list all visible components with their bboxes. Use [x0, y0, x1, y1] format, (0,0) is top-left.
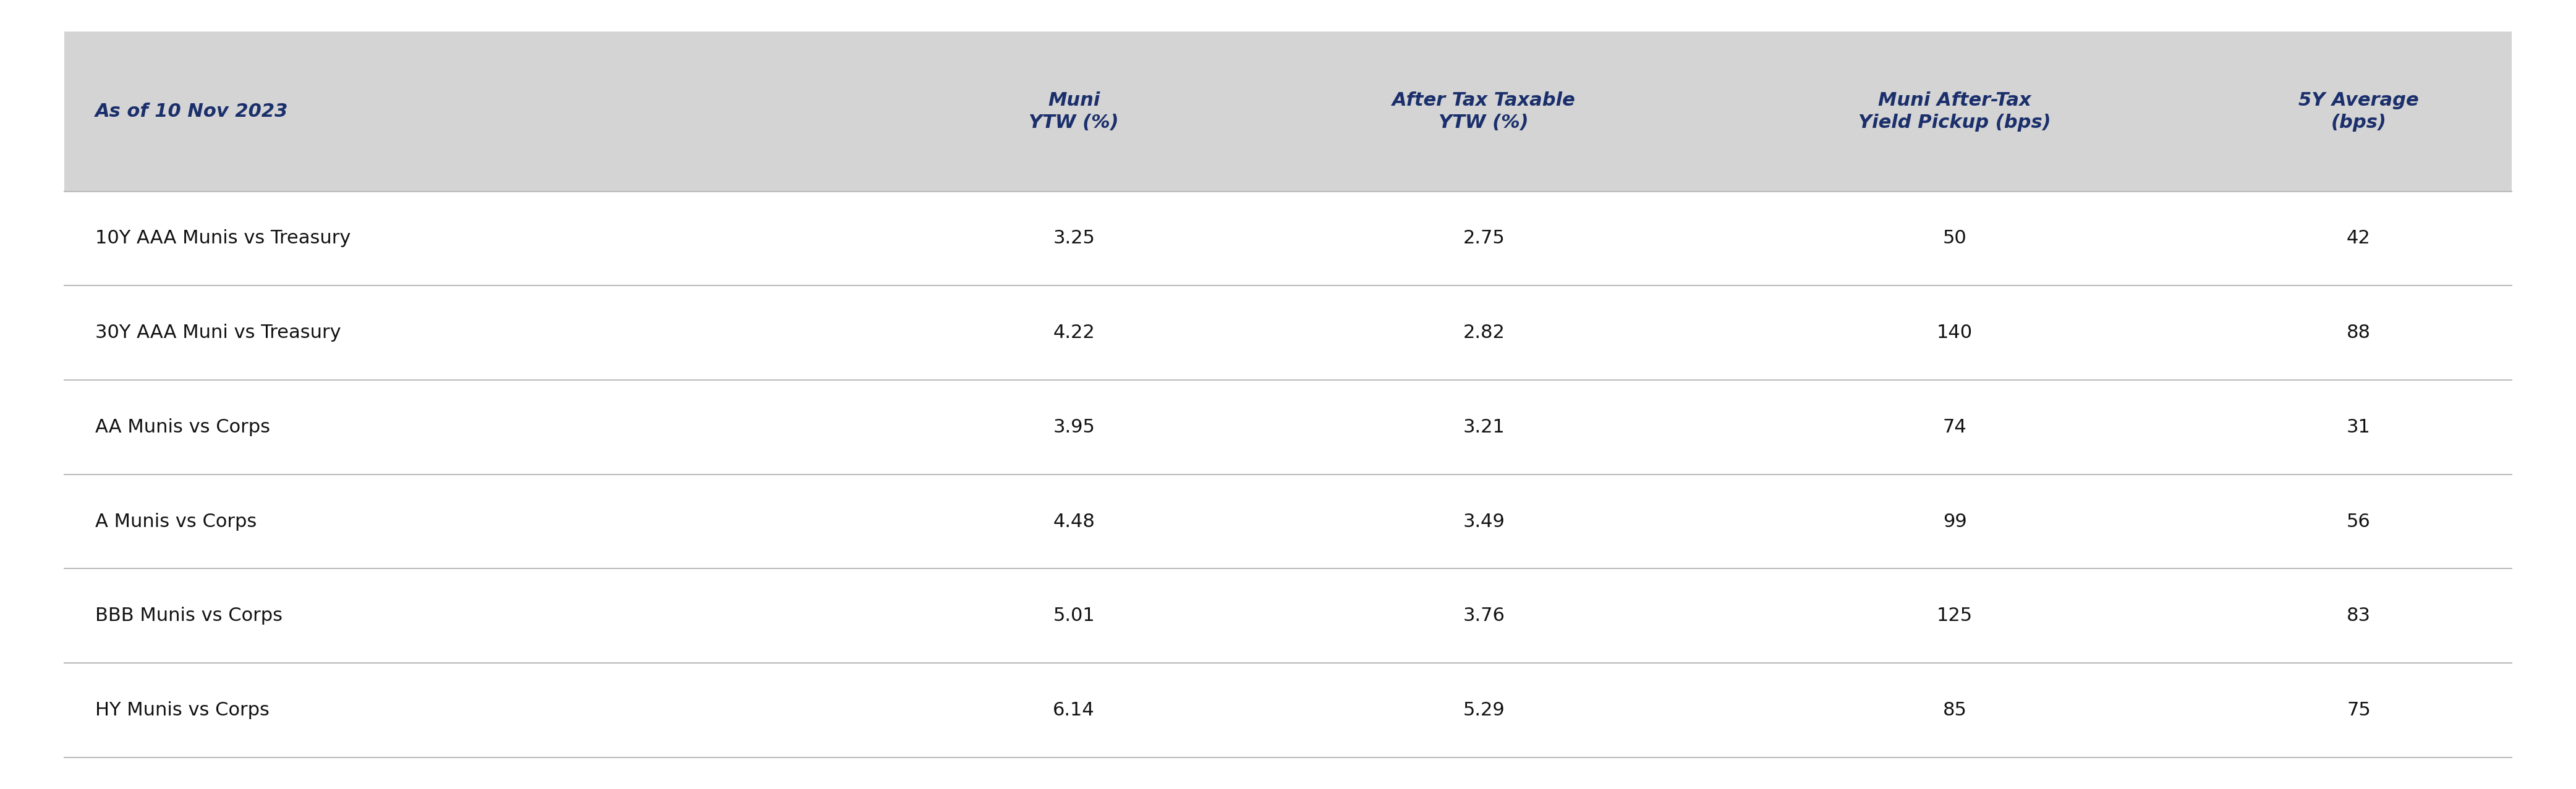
Text: 140: 140: [1937, 323, 1973, 342]
Text: 3.49: 3.49: [1463, 513, 1504, 530]
Text: As of 10 Nov 2023: As of 10 Nov 2023: [95, 103, 289, 121]
Text: 30Y AAA Muni vs Treasury: 30Y AAA Muni vs Treasury: [95, 323, 340, 342]
Bar: [64, 191, 2512, 286]
Text: BBB Munis vs Corps: BBB Munis vs Corps: [95, 607, 283, 625]
Text: AA Munis vs Corps: AA Munis vs Corps: [95, 418, 270, 436]
Bar: [64, 474, 2512, 569]
Bar: [64, 663, 2512, 757]
Bar: [64, 380, 2512, 474]
Text: 3.95: 3.95: [1054, 418, 1095, 436]
Text: 5.01: 5.01: [1054, 607, 1095, 625]
Text: Muni After-Tax
Yield Pickup (bps): Muni After-Tax Yield Pickup (bps): [1857, 92, 2050, 132]
Text: HY Munis vs Corps: HY Munis vs Corps: [95, 701, 270, 720]
Text: 75: 75: [2347, 701, 2370, 720]
Text: 3.76: 3.76: [1463, 607, 1504, 625]
Text: 99: 99: [1942, 513, 1968, 530]
Text: After Tax Taxable
YTW (%): After Tax Taxable YTW (%): [1391, 92, 1577, 132]
Text: 6.14: 6.14: [1054, 701, 1095, 720]
Text: 74: 74: [1942, 418, 1968, 436]
Text: Muni
YTW (%): Muni YTW (%): [1028, 92, 1118, 132]
Text: 2.75: 2.75: [1463, 230, 1504, 248]
Text: 31: 31: [2347, 418, 2370, 436]
Bar: [64, 32, 2512, 191]
Text: 4.22: 4.22: [1054, 323, 1095, 342]
Text: 3.25: 3.25: [1054, 230, 1095, 248]
Text: 10Y AAA Munis vs Treasury: 10Y AAA Munis vs Treasury: [95, 230, 350, 248]
Text: 56: 56: [2347, 513, 2370, 530]
Text: 5.29: 5.29: [1463, 701, 1504, 720]
Text: 4.48: 4.48: [1054, 513, 1095, 530]
Text: 2.82: 2.82: [1463, 323, 1504, 342]
Text: 83: 83: [2347, 607, 2370, 625]
Text: 125: 125: [1937, 607, 1973, 625]
Text: 42: 42: [2347, 230, 2370, 248]
Text: 5Y Average
(bps): 5Y Average (bps): [2298, 92, 2419, 132]
Text: 88: 88: [2347, 323, 2370, 342]
Text: 85: 85: [1942, 701, 1968, 720]
Bar: [64, 286, 2512, 380]
Bar: [64, 569, 2512, 663]
Text: 3.21: 3.21: [1463, 418, 1504, 436]
Text: 50: 50: [1942, 230, 1968, 248]
Text: A Munis vs Corps: A Munis vs Corps: [95, 513, 258, 530]
